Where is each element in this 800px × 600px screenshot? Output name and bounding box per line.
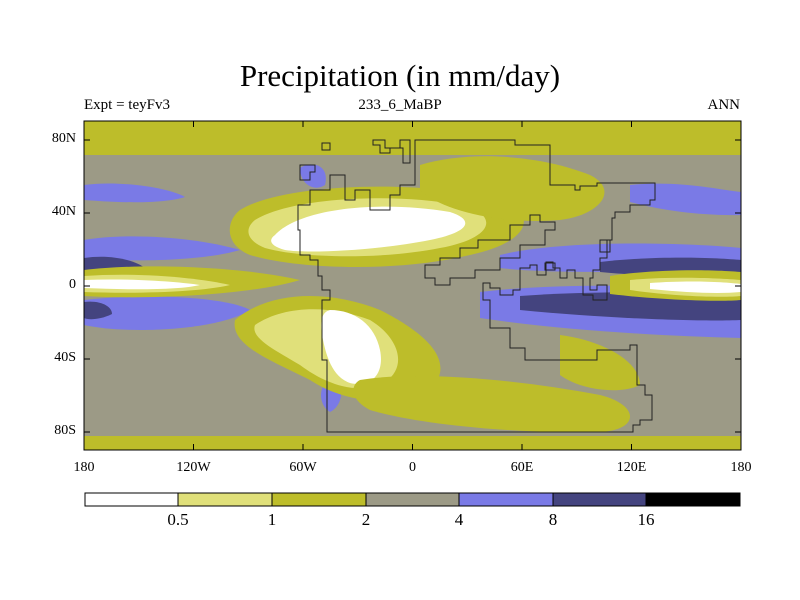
field-olive-east [420,156,605,221]
colorbar-box-2 [178,493,272,506]
lat-tick-40n: 40N [51,204,76,219]
colorbar-box-6 [553,493,646,506]
field-blue-nw2 [84,236,240,261]
lon-tick-120e: 120E [616,460,647,475]
field-blue-se [630,183,741,216]
colorbar-box-7 [646,493,740,506]
colorbar-label-1: 1 [267,510,277,529]
colorbar [84,492,741,507]
lon-tick-180e: 180 [730,460,752,475]
colorbar-box-4 [366,493,459,506]
lon-tick-180w: 180 [73,460,95,475]
colorbar-label-2: 2 [361,510,371,529]
lon-tick-60w: 60W [289,460,317,475]
lat-tick-40s: 40S [54,350,76,365]
continent-outline [297,139,656,433]
lat-tick-0: 0 [69,277,76,292]
lat-tick-80s: 80S [54,423,76,438]
field-dry-southeast [353,375,630,433]
lon-tick-120w: 120W [176,460,211,475]
season-label: ANN [707,97,741,113]
field-dry-south-white [321,310,381,385]
field-olive-east2 [560,335,640,391]
colorbar-label-0-5: 0.5 [167,510,189,529]
lon-tick-0: 0 [409,460,416,475]
map-fields [84,121,741,450]
period-label: 233_6_MaBP [358,97,442,113]
experiment-label: Expt = teyFv3 [84,97,170,113]
field-equatorial-white-e [650,281,741,293]
colorbar-box-1 [85,493,178,506]
field-dark-w2 [84,301,112,320]
colorbar-box-3 [272,493,366,506]
field-blue-north-continent [300,164,326,188]
lon-tick-60e: 60E [510,460,534,475]
field-equatorial-white-w [84,279,200,290]
map-title: Precipitation (in mm/day) [239,58,561,93]
field-south-band [84,436,741,450]
lat-tick-80n: 80N [51,131,76,146]
field-dry-north-white [271,206,466,252]
colorbar-label-16: 16 [637,510,655,529]
colorbar-label-4: 4 [454,510,464,529]
colorbar-label-8: 8 [548,510,558,529]
colorbar-box-5 [459,493,553,506]
field-blue-sw [84,296,250,330]
axis-ticks [83,121,742,450]
field-blue-nw [84,183,185,203]
